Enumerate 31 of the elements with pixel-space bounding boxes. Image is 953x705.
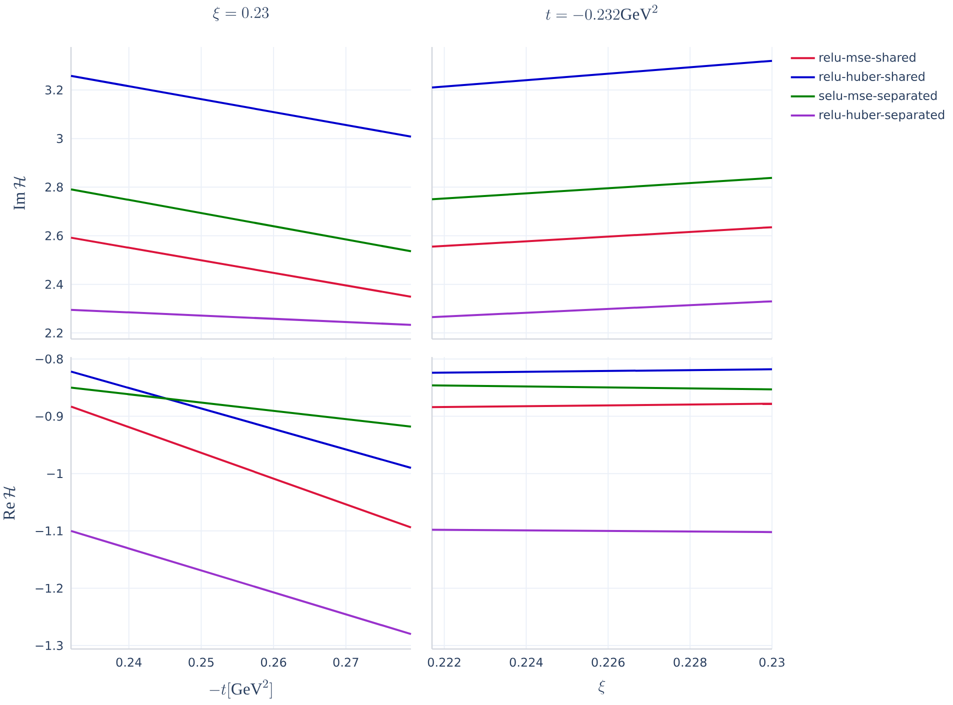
y-tick-label: 3.2 <box>45 85 62 95</box>
y-tick-label: −1 <box>47 469 63 478</box>
y-tick-label: 3 <box>56 134 63 144</box>
x-tick-label: 0.222 <box>428 658 460 667</box>
x-tick-label: 0.23 <box>759 658 784 667</box>
y-tick-label: −0.8 <box>36 354 63 364</box>
x-tick-label: 0.224 <box>510 658 543 667</box>
x-tick-label: 0.25 <box>188 658 214 667</box>
y-axis-title: $\mathrm{Im}\,\mathcal{H}$ <box>14 176 26 210</box>
x-axis-title: $-t[\mathrm{GeV}^2]$ <box>210 680 272 698</box>
x-tick-label: 0.226 <box>592 658 625 667</box>
x-axis-title: $\xi$ <box>598 680 606 694</box>
x-tick-label: 0.228 <box>674 658 706 667</box>
x-tick-label: 0.26 <box>260 658 286 667</box>
legend-label: relu-huber-shared <box>820 72 924 81</box>
y-tick-label: −1.2 <box>36 584 62 593</box>
y-tick-label: 2.2 <box>45 328 62 338</box>
y-tick-label: 2.6 <box>45 231 63 240</box>
legend-label: selu-mse-separated <box>819 90 937 102</box>
legend-label: relu-mse-shared <box>820 52 916 62</box>
y-axis-title: $\mathrm{Re}\,\mathcal{H}$ <box>4 486 16 520</box>
x-tick-label: 0.27 <box>333 658 358 667</box>
y-tick-label: −1.1 <box>36 526 63 536</box>
y-tick-label: 2.8 <box>45 182 63 192</box>
chart-title: $t = -0.232\mathrm{GeV}^2$ <box>546 4 658 20</box>
y-tick-label: 2.4 <box>45 280 63 289</box>
chart-title: $\xi = 0.23$ <box>213 6 269 22</box>
legend-label: relu-huber-separated <box>820 110 944 122</box>
y-tick-label: −0.9 <box>36 412 63 421</box>
x-tick-label: 0.24 <box>116 658 142 667</box>
y-tick-label: −1.3 <box>36 641 63 650</box>
